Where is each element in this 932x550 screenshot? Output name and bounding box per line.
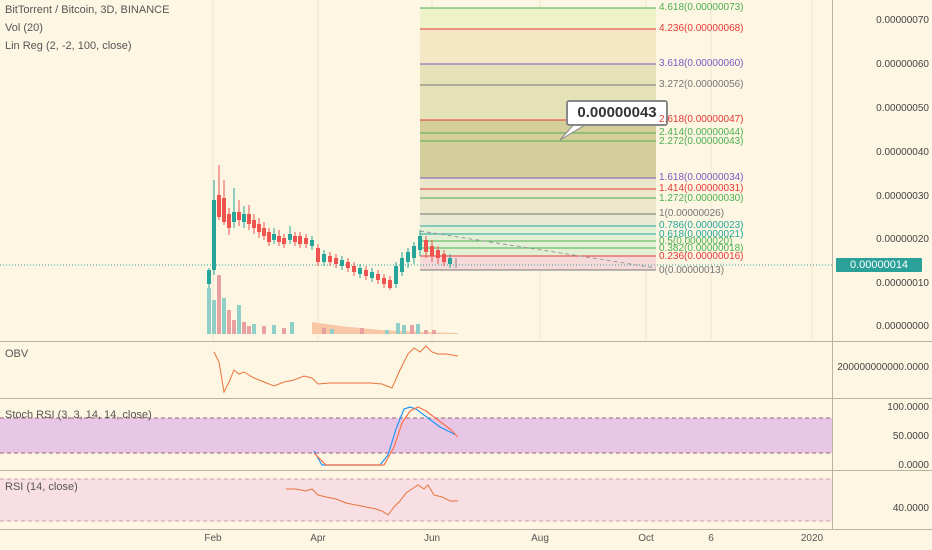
rsi-band [0, 479, 832, 521]
current-price-badge: 0.00000014 [836, 258, 922, 272]
stoch-axis-label: 0.0000 [898, 460, 929, 471]
obv-chart-svg [213, 345, 459, 394]
rsi-axis[interactable]: 40.0000 [832, 471, 932, 529]
time-axis[interactable]: Feb Apr Jun Aug Oct 6 2020 [0, 530, 932, 550]
fib-zone [420, 178, 656, 214]
obv-axis[interactable]: 200000000000.0000 [832, 342, 932, 398]
stoch-axis-label: 100.0000 [887, 402, 929, 413]
vol-indicator-label[interactable]: Vol (20) [5, 22, 43, 34]
linreg-line [419, 230, 657, 269]
obv-pane[interactable]: OBV [0, 342, 832, 398]
pane-separator[interactable] [0, 398, 932, 399]
volume-ma-area [312, 322, 458, 334]
price-chart-svg [0, 0, 832, 341]
fib-label: 0.618(0.00000021) [659, 229, 744, 240]
fib-label: 4.618(0.00000073) [659, 2, 744, 13]
fib-label: 1.618(0.00000034) [659, 172, 744, 183]
stoch-axis[interactable]: 100.0000 50.0000 0.0000 [832, 399, 932, 471]
obv-title[interactable]: OBV [5, 348, 29, 360]
fib-label: 2.414(0.00000044) [659, 127, 744, 138]
stoch-band [0, 418, 832, 453]
volume-bars [207, 275, 436, 334]
price-axis[interactable]: 0.00000070 0.00000060 0.00000050 0.00000… [832, 0, 932, 341]
fib-zone [420, 28, 656, 64]
fib-label: 3.272(0.00000056) [659, 79, 744, 90]
fib-label: 2.618(0.00000047) [659, 114, 744, 125]
fib-label: 2.272(0.00000043) [659, 136, 744, 147]
price-axis-label: 0.00000070 [876, 15, 929, 26]
stoch-axis-label: 50.0000 [892, 431, 929, 442]
fib-label: 3.618(0.00000060) [659, 58, 744, 69]
fib-zone [420, 214, 656, 226]
price-axis-label: 0.00000040 [876, 147, 929, 158]
price-axis-label: 0.00000060 [876, 59, 929, 70]
symbol-title: BitTorrent / Bitcoin, 3D, BINANCE [5, 4, 170, 16]
time-axis-separator [0, 529, 932, 530]
stoch-rsi-chart-svg [0, 406, 832, 466]
price-axis-label: 0.00000050 [876, 103, 929, 114]
linreg-indicator-label[interactable]: Lin Reg (2, -2, 100, close) [5, 40, 132, 52]
price-callout[interactable]: 0.00000043 [566, 100, 668, 126]
fib-label: 0.236(0.00000016) [659, 251, 744, 262]
rsi-pane[interactable]: RSI (14, close) [0, 471, 832, 529]
time-axis-label: 2020 [800, 533, 824, 544]
pane-separator[interactable] [0, 470, 932, 471]
price-axis-label: 0.00000000 [876, 321, 929, 332]
fib-label: 1.272(0.00000030) [659, 193, 744, 204]
fib-label: 0.786(0.00000023) [659, 220, 744, 231]
fib-label: 0.5(0.00000020) [659, 236, 733, 247]
time-axis-label: Aug [531, 533, 549, 544]
price-axis-label: 0.00000020 [876, 234, 929, 245]
rsi-title[interactable]: RSI (14, close) [5, 481, 78, 493]
price-axis-label: 0.00000010 [876, 278, 929, 289]
time-axis-label: 6 [708, 533, 714, 544]
fib-zone [420, 8, 656, 28]
stoch-rsi-title[interactable]: Stoch RSI (3, 3, 14, 14, close) [5, 409, 152, 421]
time-axis-label: Apr [310, 533, 326, 544]
obv-axis-label: 200000000000.0000 [837, 362, 929, 373]
fib-label: 1.414(0.00000031) [659, 183, 744, 194]
fib-zone [420, 120, 656, 178]
fib-label: 1(0.00000026) [659, 208, 725, 219]
pane-separator[interactable] [0, 341, 932, 342]
fib-label: 0.382(0.00000018) [659, 243, 744, 254]
stoch-rsi-pane[interactable]: Stoch RSI (3, 3, 14, 14, close) [0, 399, 832, 470]
time-axis-label: Jun [423, 533, 441, 544]
price-pane[interactable]: BitTorrent / Bitcoin, 3D, BINANCE Vol (2… [0, 0, 832, 341]
rsi-axis-label: 40.0000 [892, 503, 929, 514]
fib-zone [420, 256, 656, 270]
fib-label: 4.236(0.00000068) [659, 23, 744, 34]
time-axis-label: Oct [638, 533, 654, 544]
rsi-chart-svg [0, 478, 832, 522]
price-axis-label: 0.00000030 [876, 191, 929, 202]
candlesticks [207, 165, 457, 290]
fib-label: 0(0.00000013) [659, 265, 725, 276]
time-axis-label: Feb [204, 533, 222, 544]
